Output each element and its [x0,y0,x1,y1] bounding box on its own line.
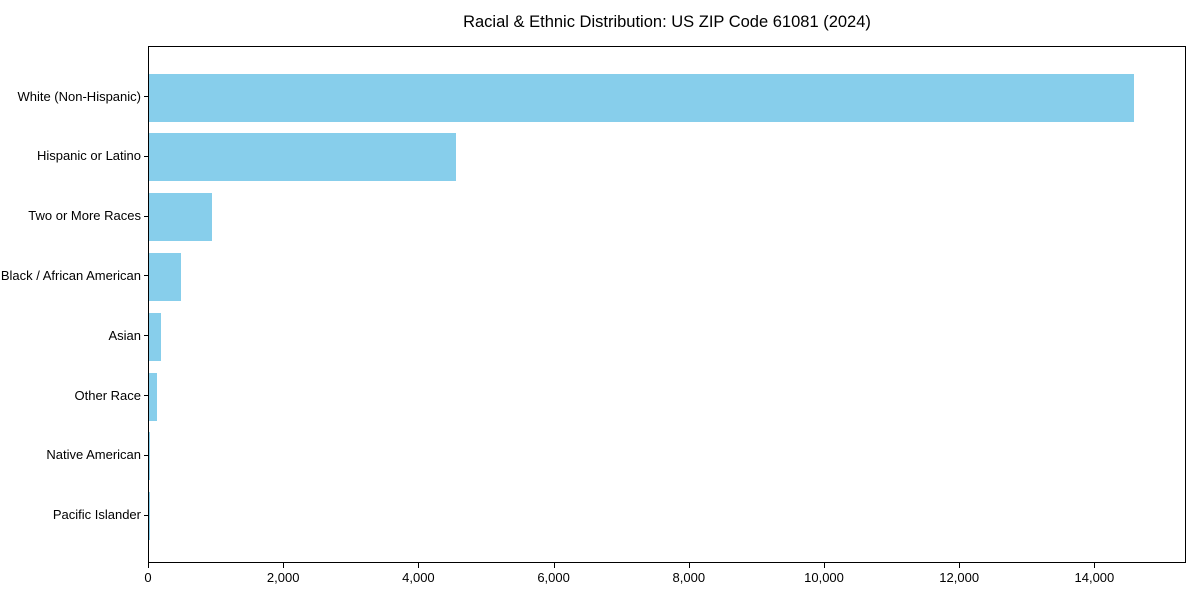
y-tick-mark [144,454,148,456]
bar [149,193,212,242]
x-tick-label: 4,000 [402,570,435,585]
x-tick-mark [959,563,961,568]
x-axis: 0 2,000 4,000 6,000 8,000 10,000 12,000 14,000 [144,563,1186,599]
x-tick-mark [148,563,149,568]
bar [149,312,162,361]
bar [149,73,1135,122]
y-tick-mark [144,215,148,217]
y-tick-label: Black / African American [0,267,141,283]
x-tick-mark [283,563,285,568]
plot-area [148,46,1186,563]
y-tick-mark [144,395,148,396]
y-tick-mark [144,335,148,337]
x-tick-label: 14,000 [1074,570,1115,585]
chart-title: Racial & Ethnic Distribution: US ZIP Cod… [463,13,871,31]
x-tick-label: 0 [144,570,152,585]
x-tick-label: 12,000 [939,570,980,585]
y-tick-mark [144,155,148,157]
y-tick-mark [144,514,148,516]
y-tick-label: Pacific Islander [52,507,141,523]
y-tick-label: Two or More Races [28,208,141,224]
bars-layer [149,47,1185,562]
x-tick-label: 10,000 [804,570,844,585]
y-tick-label: Hispanic or Latino [36,148,141,164]
y-tick-label: White (Non-Hispanic) [17,88,141,104]
x-tick-mark [824,563,825,568]
x-tick-mark [418,563,420,568]
bar [149,372,157,421]
x-tick-label: 8,000 [672,570,706,585]
x-tick-mark [553,563,555,568]
y-tick-label: Native American [46,447,141,463]
bar [149,133,456,182]
y-tick-label: Other Race [74,387,141,403]
bar [149,252,182,301]
bar [149,432,150,481]
y-tick-mark [144,96,148,98]
x-tick-mark [688,563,690,568]
x-tick-label: 2,000 [266,570,300,585]
y-tick-mark [144,275,148,277]
y-axis-labels: White (Non-Hispanic) Hispanic or Latino Tw… [0,46,141,563]
x-tick-mark [1094,563,1096,568]
y-tick-label: Asian [108,327,141,343]
x-tick-label: 6,000 [537,570,570,585]
